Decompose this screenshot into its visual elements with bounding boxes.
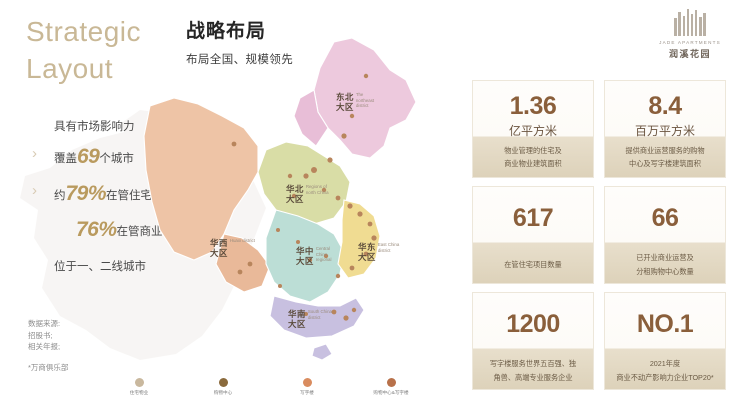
stat-desc-line-1: 提供商业运营服务的购物	[625, 145, 705, 155]
commercial-percent: 76%	[76, 218, 117, 242]
map-region-northeast	[313, 37, 417, 159]
logo-english: JADE APARTMENTS	[659, 40, 721, 45]
legend-label: 购物中心&写字楼	[373, 390, 409, 395]
page-title-english: Strategic Layout	[26, 14, 141, 88]
stat-desc-line-1: 2021年度	[649, 359, 681, 369]
stat-unit: 亿平方米	[508, 124, 557, 139]
stat-description: 写字楼服务世界五百强、独 角兽、高端专业服务企业	[473, 353, 593, 389]
stat-unit: 百万平方米	[634, 124, 695, 139]
legend-item: 住宅物业	[112, 378, 166, 396]
stat-description: 2021年度 商业不动产影响力企业TOP20*	[605, 353, 725, 389]
footnote: 数据来源: 招股书; 相关年报; *万商俱乐部	[28, 318, 68, 374]
stat-number: 1200	[506, 310, 560, 338]
stat-number: NO.1	[636, 310, 694, 338]
stat-card-office-clients: 1200 写字楼服务世界五百强、独 角兽、高端专业服务企业	[472, 292, 594, 390]
map-city-dots	[231, 73, 377, 321]
stat-card-gfa-managed: 1.36 亿平方米 物业管理的住宅及 商业物业建筑面积	[472, 80, 594, 178]
logo-mark-icon	[654, 8, 726, 36]
legend-mall-office-icon	[386, 378, 396, 387]
map-region-north	[257, 141, 351, 225]
map-region-hainan	[311, 343, 333, 361]
stat-desc-line-2: 分租购物中心数量	[636, 266, 694, 276]
residential-prefix: 约	[54, 189, 66, 202]
page-title-chinese: 战略布局 布局全国、规模领先	[186, 20, 293, 67]
stat-card-residential-projects: 617 在管住宅项目数量	[472, 186, 594, 284]
chevron-right-icon: ›	[32, 181, 37, 199]
highlight-outro: 位于一、二线城市	[54, 261, 146, 274]
stat-desc-line-1: 已开业商业运营及	[636, 253, 694, 263]
stat-desc-line-1: 写字楼服务世界五百强、独	[489, 359, 577, 369]
highlight-row-cities: › 覆盖69个城市	[32, 139, 269, 176]
chinese-title: 战略布局	[186, 21, 267, 42]
stat-number: 8.4	[648, 92, 682, 120]
stat-number: 1.36	[509, 92, 557, 120]
stat-desc-line-2: 商业物业建筑面积	[504, 159, 562, 169]
stat-description: 在管住宅项目数量	[473, 247, 593, 283]
footnote-line-1: 数据来源:	[28, 319, 61, 328]
stat-desc-line-1: 物业管理的住宅及	[504, 145, 562, 155]
stat-desc-line-2: 角兽、高端专业服务企业	[493, 372, 573, 382]
stat-description: 提供商业运营服务的购物 中心及写字楼建筑面积	[605, 138, 725, 177]
cities-suffix: 个城市	[99, 152, 134, 165]
stat-card-operating-malls: 66 已开业商业运营及 分租购物中心数量	[604, 186, 726, 284]
legend-label: 购物中心	[213, 390, 233, 395]
legend-mall-icon	[218, 378, 228, 387]
footnote-star: *万商俱乐部	[28, 362, 69, 372]
cities-number: 69	[77, 144, 100, 168]
china-map-svg	[143, 37, 417, 361]
legend-item: 购物中心	[196, 378, 250, 396]
chinese-subtitle: 布局全国、规模领先	[186, 53, 294, 66]
map-region-northeast-2	[293, 89, 329, 147]
english-title-line1: Strategic	[26, 16, 141, 47]
map-region-central	[265, 209, 345, 303]
stat-card-ranking: NO.1 2021年度 商业不动产影响力企业TOP20*	[604, 292, 726, 390]
chevron-right-icon: ›	[32, 144, 37, 162]
stat-description: 物业管理的住宅及 商业物业建筑面积	[473, 138, 593, 177]
cities-prefix: 覆盖	[54, 152, 77, 165]
stat-card-commercial-gfa: 8.4 百万平方米 提供商业运营服务的购物 中心及写字楼建筑面积	[604, 80, 726, 178]
stat-number: 617	[512, 204, 554, 232]
legend-item: 写字楼	[280, 378, 334, 396]
map-region-west-2	[215, 233, 271, 293]
legend-label: 住宅物业	[129, 390, 149, 395]
china-map: 东北 大区 The northeast district 华北 大区 Regions…	[138, 24, 468, 374]
legend-residential-icon	[134, 378, 144, 387]
footnote-line-2: 招股书;	[28, 330, 53, 340]
stat-desc-line-1: 在管住宅项目数量	[504, 259, 562, 269]
map-region-east	[337, 199, 381, 279]
stats-grid: 1.36 亿平方米 物业管理的住宅及 商业物业建筑面积 8.4 百万平方米 提供…	[472, 80, 726, 390]
map-region-south	[269, 295, 365, 339]
stat-desc-line-2: 中心及写字楼建筑面积	[629, 159, 701, 169]
english-title-line2: Layout	[26, 52, 114, 84]
stat-number: 66	[651, 204, 679, 232]
legend-label: 写字楼	[300, 390, 314, 395]
map-region-west	[143, 97, 259, 261]
stat-description: 已开业商业运营及 分租购物中心数量	[605, 247, 725, 283]
logo-chinese: 润溪花园	[668, 49, 711, 59]
footnote-line-3: 相关年报;	[28, 342, 61, 352]
highlight-intro: 具有市场影响力	[54, 121, 135, 133]
legend-item: 购物中心&写字楼	[364, 378, 418, 396]
map-legend: 住宅物业 购物中心 写字楼 购物中心&写字楼	[112, 378, 418, 396]
stat-desc-line-2: 商业不动产影响力企业TOP20*	[616, 372, 714, 382]
brand-logo: JADE APARTMENTS 润溪花园	[654, 8, 726, 60]
legend-office-icon	[302, 378, 312, 387]
residential-percent: 79%	[65, 181, 107, 205]
